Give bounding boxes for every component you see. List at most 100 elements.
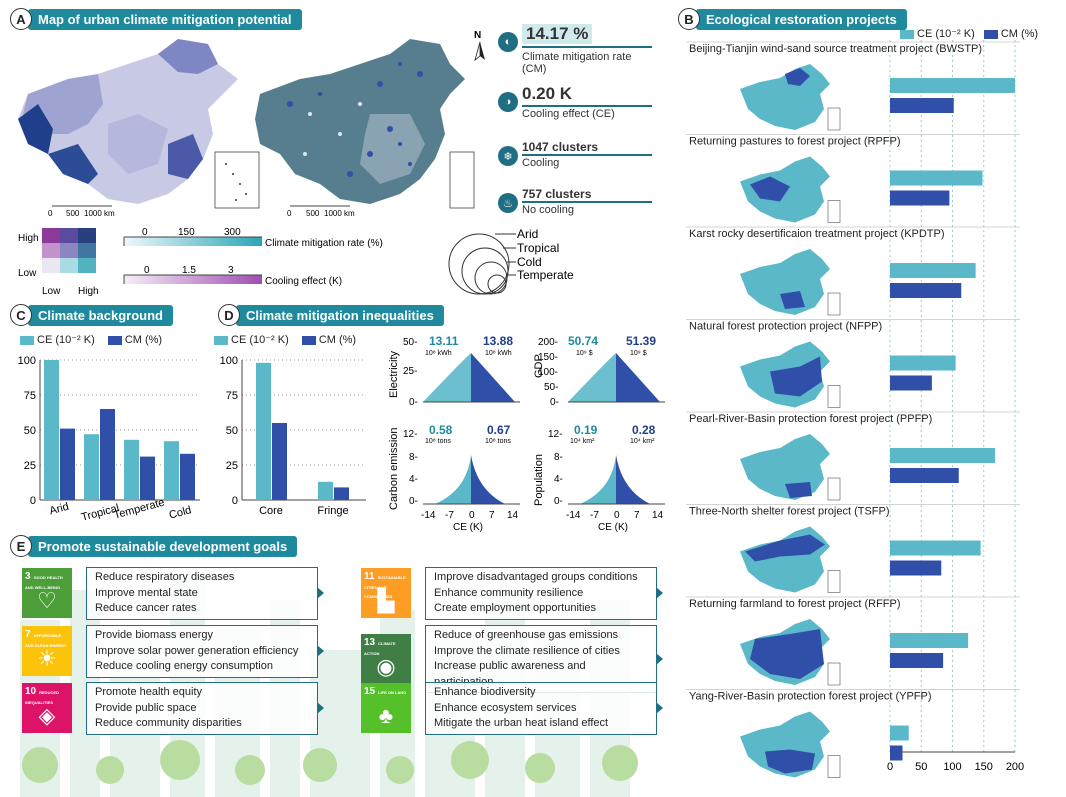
sdg-15-icon: 15 LIFE ON LAND ♣ (361, 683, 411, 734)
bar-core-cm (272, 423, 287, 500)
sdg-number: 7 (25, 629, 31, 641)
sdg-name: LIFE ON LAND (378, 690, 407, 696)
sdg-10-icon: 10 REDUCED INEQUALITIES ◈ (22, 683, 72, 734)
ytick: 25- (403, 366, 417, 377)
stat-nocooling: ♨ 757 clusters No cooling (498, 187, 652, 223)
project-area (780, 291, 805, 309)
map-ce-china: 0 500 1000 km (255, 39, 475, 218)
sdg-number: 10 (25, 686, 37, 698)
snowflake-icon: ❄ (498, 146, 518, 166)
scatter-unit-right: 10⁸ tons (485, 438, 511, 445)
core-fringe-chart: 0 25 50 75 100 Core Fringe (220, 355, 366, 517)
ytick-label: 75 (226, 390, 238, 402)
bar-ypfp-ce (890, 725, 909, 741)
project-map (740, 711, 841, 778)
project-title: Returning pastures to forest project (RP… (689, 136, 901, 148)
project-title: Three-North shelter forest project (TSFP… (689, 506, 890, 518)
sdg-row-13: 13 CLIMATE ACTION ◉ Reduce of greenhouse ga… (361, 625, 663, 693)
ytick: 12- (548, 429, 562, 440)
bar-fringe-cm (334, 487, 349, 500)
bar-bwstp-ce (890, 78, 1015, 93)
zone-temperate: Temperate (517, 268, 574, 282)
cm-tick-2: 300 (224, 227, 241, 238)
scatter-ylabel-electricity: Electricity (388, 350, 400, 398)
project-title: Yang-River-Basin protection forest proje… (689, 691, 932, 703)
north-arrow-icon: N (474, 30, 485, 62)
sdg-name: SUSTAINABLE CITIES AND COMMUNITIES (364, 575, 406, 600)
panel-b-legend: CE (10⁻² K) CM (%) (900, 27, 1038, 40)
ytick: 4- (409, 474, 418, 485)
panel-c-legend: CE (10⁻² K) CM (%) (20, 333, 162, 346)
ce-tick-0: 0 (144, 265, 150, 276)
stat-cooling-value: 1047 clusters (522, 140, 599, 154)
sdg-benefit-item: Enhance ecosystem services (434, 701, 577, 714)
zone-tropical: Tropical (517, 241, 559, 255)
project-area (750, 176, 790, 202)
xtick-label: 0 (887, 761, 893, 773)
stat-cm-label: Climate mitigation rate (CM) (522, 51, 632, 75)
inset-map (827, 292, 841, 316)
ytick: 0- (550, 397, 559, 408)
sdg-row-7: 7 AFFORDABLE AND CLEAN ENERGY ☀ Provide bio… (22, 625, 324, 678)
bar-tropical-ce (84, 434, 99, 500)
scatter-unit-right: 10⁹ $ (630, 350, 647, 357)
scale-2-mid: 500 (306, 209, 320, 218)
bar-temperate-ce (124, 439, 139, 500)
inset-map (827, 107, 841, 131)
climate-zone-legend: Arid Tropical Cold Temperate (448, 227, 574, 295)
sdg-benefit-item: Improve mental state (95, 586, 198, 599)
project-title: Pearl-River-Basin protection forest proj… (689, 413, 932, 425)
project-map (740, 156, 841, 223)
sdg-benefit-item: Reduce cooling energy consumption (95, 660, 273, 672)
ytick-label: 75 (24, 390, 36, 402)
sdg-benefit-item: Improve disadvantaged groups conditions (434, 571, 638, 583)
sdg-benefit-item: Create employment opportunities (434, 602, 597, 614)
project-map (740, 619, 841, 686)
scatter-ylabel-gdp: GDP (533, 354, 545, 378)
bar-tsfp-cm (890, 560, 942, 576)
bar-temperate-cm (140, 456, 155, 500)
panel-d-legend-ce: CE (10⁻² K) (231, 334, 289, 346)
stat-nocooling-value: 757 clusters (522, 187, 592, 201)
bivar-low: Low (18, 268, 37, 279)
scatter-unit-left: 10⁴ km² (570, 438, 595, 445)
inset-map (827, 385, 841, 408)
sdg-7-icon: 7 AFFORDABLE AND CLEAN ENERGY ☀ (22, 626, 72, 677)
sdg-benefit-item: Improve the climate resilience of cities (434, 644, 620, 657)
scatter-population: Population 12- 8- 4- 0- 0.19 10⁴ km² 0.2… (533, 423, 665, 532)
bar-rpfp-cm (890, 190, 950, 206)
xtick-label: 100 (943, 761, 961, 773)
project-area (785, 68, 810, 86)
stat-cm: ◐ 14.17 % Climate mitigation rate (CM) (498, 24, 652, 75)
project-area (745, 534, 825, 562)
xtick-label: Arid (48, 501, 70, 518)
ytick: 12- (403, 429, 417, 440)
bar-ppfp-cm (890, 468, 959, 483)
sdg-number: 11 (364, 571, 375, 583)
panel-d-legend: CE (10⁻² K) CM (%) (214, 333, 356, 346)
china-outline (740, 249, 830, 315)
stat-cooling-label: Cooling (522, 157, 560, 169)
sdg-benefit-item: Reduce of greenhouse gas emissions (434, 629, 619, 641)
stat-ce-value: 0.20 K (522, 84, 573, 103)
inset-map (827, 200, 841, 223)
ytick: 100- (538, 367, 558, 378)
stat-ce: ◑ 0.20 K Cooling effect (CE) (498, 84, 652, 124)
project-title: Karst rocky desertificaion treatment pro… (689, 228, 945, 240)
project-area (770, 356, 822, 397)
ce-legend-label: Cooling effect (K) (265, 276, 342, 287)
scatter-ylabel-population: Population (533, 454, 545, 506)
bar-fringe-ce (318, 481, 333, 500)
project-map (740, 249, 841, 316)
xlabel: CE (K) (453, 522, 483, 532)
sdg-benefits: Improve disadvantaged groups conditions E… (425, 567, 663, 620)
project-title: Returning farmland to forest project (RF… (689, 598, 901, 610)
bar-cold-cm (180, 453, 195, 500)
bar-tsfp-ce (890, 540, 981, 556)
xtick-label: 200 (1006, 761, 1024, 773)
sdg-benefit-item: Provide biomass energy (95, 629, 214, 641)
bivar-high: High (18, 233, 39, 244)
ce-gradient-legend: 0 1.5 3 Cooling effect (K) (123, 265, 342, 287)
sdg-glyph-icon: ♡ (37, 588, 57, 614)
